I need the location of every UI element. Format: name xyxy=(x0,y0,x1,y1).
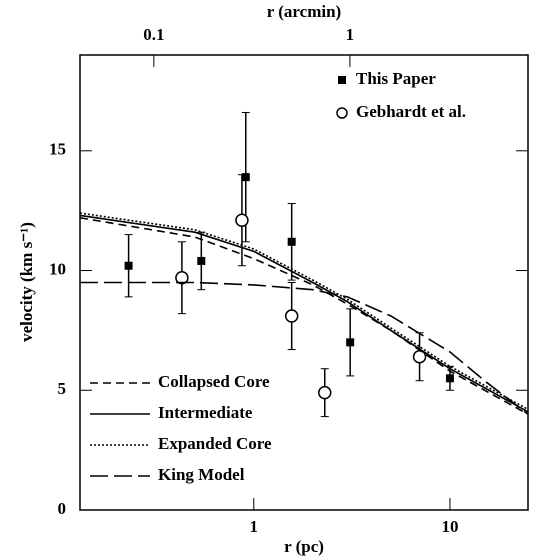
point xyxy=(287,237,296,246)
model-line xyxy=(79,214,529,413)
y-tick-label: 5 xyxy=(58,379,67,398)
point xyxy=(317,385,332,400)
legend-label: Intermediate xyxy=(158,403,253,422)
y-axis-label: velocity (km s⁻¹) xyxy=(17,222,36,342)
x-tick-label: 1 xyxy=(250,517,259,536)
x2-tick-label: 1 xyxy=(346,25,355,44)
model-line xyxy=(79,217,529,415)
point xyxy=(124,261,133,270)
legend-label: Collapsed Core xyxy=(158,372,270,391)
x2-axis-label: r (arcmin) xyxy=(267,2,341,21)
point xyxy=(197,256,206,265)
y-tick-label: 10 xyxy=(49,259,66,278)
x-tick-label: 10 xyxy=(441,517,458,536)
legend-label: King Model xyxy=(158,465,245,484)
point xyxy=(241,173,250,182)
x-axis-label: r (pc) xyxy=(284,537,324,556)
model-line xyxy=(80,281,529,415)
legend-label: Gebhardt et al. xyxy=(356,102,466,121)
point xyxy=(175,270,189,285)
point xyxy=(445,374,454,383)
point xyxy=(235,213,249,227)
x2-tick-label: 0.1 xyxy=(143,25,164,44)
y-tick-label: 0 xyxy=(58,499,67,518)
legend-marker xyxy=(336,107,348,119)
plot-frame xyxy=(79,54,529,511)
point xyxy=(284,309,299,323)
legend-label: This Paper xyxy=(356,69,436,88)
legend-marker xyxy=(338,76,346,84)
legend-label: Expanded Core xyxy=(158,434,272,453)
model-line xyxy=(79,212,529,411)
y-tick-label: 15 xyxy=(49,140,66,159)
point xyxy=(346,338,355,347)
